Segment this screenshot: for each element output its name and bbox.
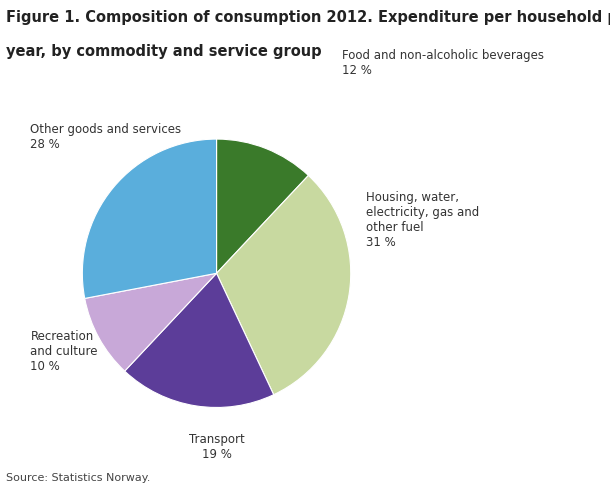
Text: Food and non-alcoholic beverages
12 %: Food and non-alcoholic beverages 12 % — [342, 49, 544, 77]
Wedge shape — [124, 273, 274, 407]
Wedge shape — [82, 139, 217, 299]
Wedge shape — [85, 273, 217, 371]
Wedge shape — [217, 139, 309, 273]
Text: Transport
19 %: Transport 19 % — [188, 433, 245, 461]
Text: Other goods and services
28 %: Other goods and services 28 % — [30, 122, 182, 151]
Text: Housing, water,
electricity, gas and
other fuel
31 %: Housing, water, electricity, gas and oth… — [366, 191, 479, 248]
Text: year, by commodity and service group: year, by commodity and service group — [6, 44, 321, 59]
Text: Recreation
and culture
10 %: Recreation and culture 10 % — [30, 330, 98, 373]
Text: Source: Statistics Norway.: Source: Statistics Norway. — [6, 473, 151, 483]
Wedge shape — [217, 176, 351, 395]
Text: Figure 1. Composition of consumption 2012. Expenditure per household per: Figure 1. Composition of consumption 201… — [6, 10, 610, 25]
